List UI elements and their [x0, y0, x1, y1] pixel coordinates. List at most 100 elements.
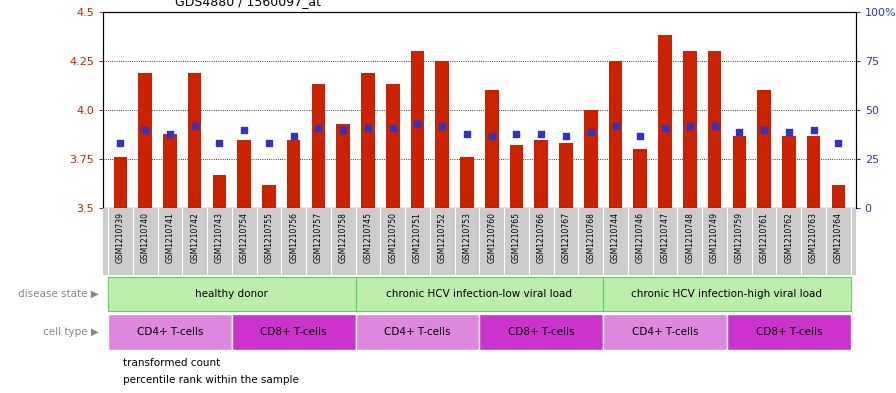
Text: GSM1210757: GSM1210757	[314, 212, 323, 263]
Text: GSM1210764: GSM1210764	[834, 212, 843, 263]
Bar	[659, 35, 672, 208]
Point	[435, 123, 450, 129]
Point	[732, 129, 746, 135]
Text: GSM1210750: GSM1210750	[388, 212, 397, 263]
Point	[212, 140, 227, 147]
Text: healthy donor: healthy donor	[195, 289, 268, 299]
Point	[534, 130, 548, 137]
Text: CD4+ T-cells: CD4+ T-cells	[632, 327, 698, 337]
Text: GSM1210745: GSM1210745	[364, 212, 373, 263]
Point	[163, 130, 177, 137]
Point	[237, 127, 251, 133]
Text: GSM1210755: GSM1210755	[264, 212, 273, 263]
Text: GSM1210749: GSM1210749	[710, 212, 719, 263]
Bar	[757, 90, 771, 208]
Bar	[461, 157, 474, 208]
Point	[262, 140, 276, 147]
Text: GSM1210758: GSM1210758	[339, 212, 348, 263]
Point	[385, 125, 400, 131]
Bar	[312, 84, 325, 208]
Bar	[114, 157, 127, 208]
Bar	[608, 61, 623, 208]
Bar	[138, 73, 152, 208]
Point	[757, 127, 771, 133]
Point	[831, 140, 846, 147]
Point	[633, 132, 648, 139]
Bar	[386, 84, 400, 208]
Text: GSM1210767: GSM1210767	[562, 212, 571, 263]
Text: cell type ▶: cell type ▶	[43, 327, 99, 337]
Text: percentile rank within the sample: percentile rank within the sample	[123, 375, 298, 386]
Point	[336, 127, 350, 133]
Text: GSM1210743: GSM1210743	[215, 212, 224, 263]
Bar	[103, 208, 856, 275]
Text: GSM1210759: GSM1210759	[735, 212, 744, 263]
Text: GSM1210741: GSM1210741	[166, 212, 175, 263]
Text: GSM1210740: GSM1210740	[141, 212, 150, 263]
Text: GSM1210763: GSM1210763	[809, 212, 818, 263]
Bar	[163, 134, 177, 208]
Point	[608, 123, 623, 129]
Bar	[683, 51, 696, 208]
Point	[683, 123, 697, 129]
Bar	[435, 61, 449, 208]
Text: transformed count: transformed count	[123, 358, 220, 368]
Point	[806, 127, 821, 133]
Point	[287, 132, 301, 139]
Bar	[263, 185, 276, 208]
Bar	[287, 140, 300, 208]
Text: GSM1210751: GSM1210751	[413, 212, 422, 263]
Point	[559, 132, 573, 139]
Text: GSM1210739: GSM1210739	[116, 212, 125, 263]
Text: GSM1210744: GSM1210744	[611, 212, 620, 263]
Bar	[510, 145, 523, 208]
Point	[708, 123, 722, 129]
Bar	[559, 143, 573, 208]
Point	[781, 129, 796, 135]
Text: GSM1210747: GSM1210747	[660, 212, 669, 263]
Text: disease state ▶: disease state ▶	[18, 289, 99, 299]
Text: GSM1210756: GSM1210756	[289, 212, 298, 263]
Bar	[188, 73, 202, 208]
Bar	[356, 314, 479, 350]
Point	[113, 140, 127, 147]
Point	[361, 125, 375, 131]
Bar	[831, 185, 845, 208]
Point	[311, 125, 325, 131]
Bar	[603, 314, 727, 350]
Text: CD4+ T-cells: CD4+ T-cells	[136, 327, 203, 337]
Text: CD4+ T-cells: CD4+ T-cells	[384, 327, 451, 337]
Bar	[733, 136, 746, 208]
Text: CD8+ T-cells: CD8+ T-cells	[508, 327, 574, 337]
Text: GSM1210746: GSM1210746	[636, 212, 645, 263]
Text: GSM1210760: GSM1210760	[487, 212, 496, 263]
Bar	[782, 136, 796, 208]
Bar	[108, 314, 232, 350]
Text: GSM1210768: GSM1210768	[586, 212, 595, 263]
Bar	[603, 277, 850, 310]
Text: GSM1210748: GSM1210748	[685, 212, 694, 263]
Bar	[534, 140, 548, 208]
Bar	[108, 277, 356, 310]
Bar	[356, 277, 603, 310]
Bar	[237, 140, 251, 208]
Bar	[232, 314, 356, 350]
Point	[485, 132, 499, 139]
Text: GSM1210765: GSM1210765	[512, 212, 521, 263]
Text: GSM1210766: GSM1210766	[537, 212, 546, 263]
Point	[410, 121, 425, 127]
Bar	[361, 73, 375, 208]
Bar	[485, 90, 498, 208]
Text: chronic HCV infection-high viral load: chronic HCV infection-high viral load	[632, 289, 823, 299]
Text: CD8+ T-cells: CD8+ T-cells	[261, 327, 327, 337]
Point	[460, 130, 474, 137]
Text: GSM1210742: GSM1210742	[190, 212, 199, 263]
Bar	[336, 124, 350, 208]
Bar	[410, 51, 425, 208]
Text: GSM1210761: GSM1210761	[760, 212, 769, 263]
Bar	[727, 314, 850, 350]
Text: chronic HCV infection-low viral load: chronic HCV infection-low viral load	[386, 289, 573, 299]
Point	[509, 130, 523, 137]
Text: GSM1210752: GSM1210752	[438, 212, 447, 263]
Bar	[212, 175, 226, 208]
